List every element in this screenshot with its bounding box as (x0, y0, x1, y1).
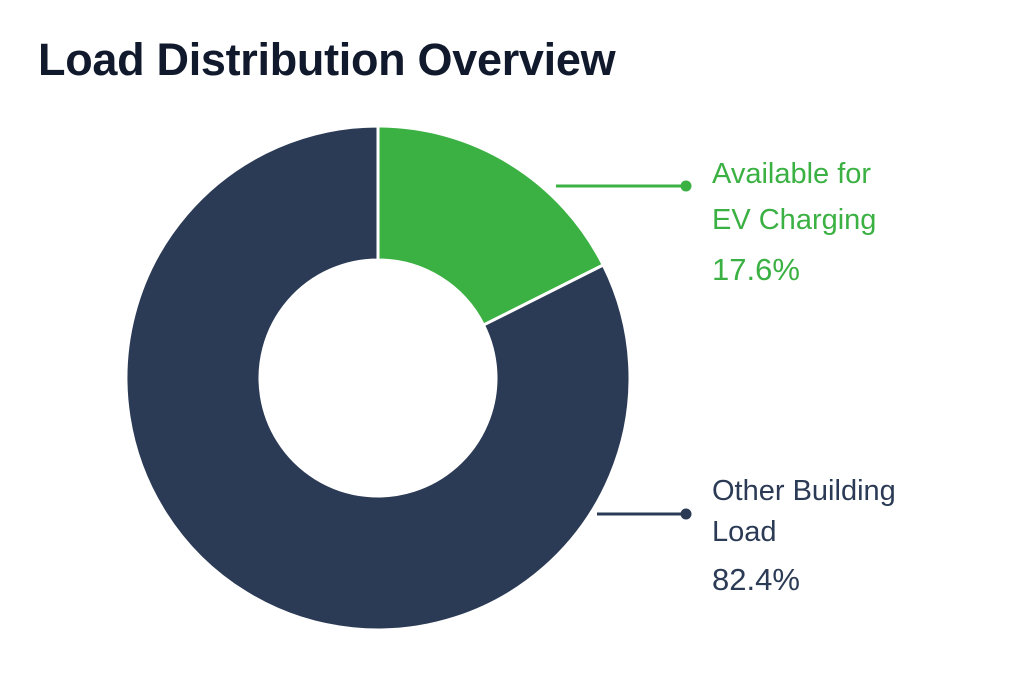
callout-dot-2 (680, 508, 692, 520)
slice-value-2: 82.4% (712, 562, 800, 597)
callout-dot-1 (680, 180, 692, 192)
pie-slice-1 (376, 124, 605, 327)
slice-label-1: Available for EV Charging (712, 158, 876, 236)
pie-slice-2 (124, 124, 632, 632)
slice-label-2: Other Building Load (712, 475, 896, 548)
page-title: Load Distribution Overview (38, 34, 616, 85)
slice-value-1: 17.6% (712, 252, 800, 287)
